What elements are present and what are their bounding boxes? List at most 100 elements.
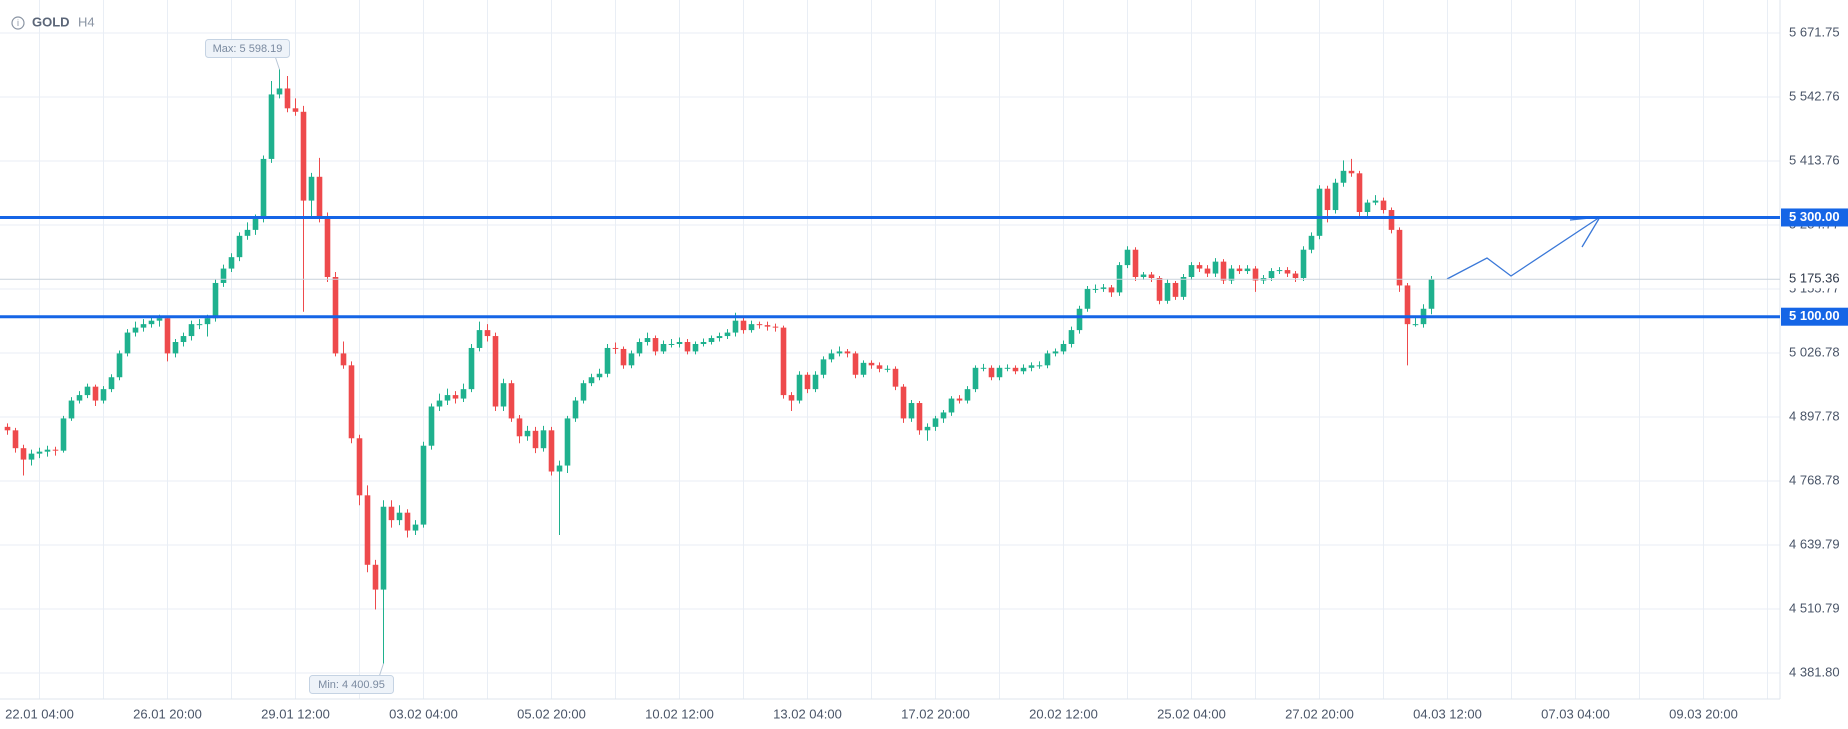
candle-body (1132, 249, 1139, 278)
candle-body (932, 418, 939, 427)
candle-body (860, 362, 867, 375)
candle-body (476, 330, 483, 348)
x-tick-label: 07.03 04:00 (1541, 706, 1610, 721)
candle-body (636, 342, 643, 354)
last-price-box (1781, 270, 1848, 289)
candle-body (484, 330, 491, 337)
candles (4, 69, 1435, 664)
candle-body (1084, 288, 1091, 309)
candle-body (700, 342, 707, 344)
candle-body (156, 318, 163, 321)
candle-body (172, 342, 179, 354)
candle-body (644, 338, 651, 343)
candle-body (844, 351, 851, 354)
candle-body (1380, 200, 1387, 211)
candle-body (116, 353, 123, 378)
candle-body (1148, 274, 1155, 279)
candle-body (1036, 365, 1043, 367)
candle-body (652, 338, 659, 352)
symbol: GOLD (32, 14, 70, 29)
candle-body (188, 324, 195, 337)
candle-body (1196, 265, 1203, 269)
y-tick-label: 4 897.78 (1789, 408, 1840, 423)
candle-body (260, 158, 267, 218)
candle-body (1396, 229, 1403, 286)
candle-body (900, 386, 907, 419)
candle-body (292, 108, 299, 112)
candle-body (1220, 261, 1227, 281)
candle-body (660, 343, 667, 352)
candle-body (236, 235, 243, 258)
candle-body (1348, 170, 1355, 174)
overlays: 4 381.80 4 510.79 4 639.79 4 768.78 4 897.78… (0, 24, 1848, 695)
last-price-label: 5 175.36 (1789, 271, 1840, 286)
candle-body (1028, 365, 1035, 368)
candle-body (988, 367, 995, 378)
candle-body (764, 325, 771, 327)
candle-body (604, 347, 611, 374)
annotation-box (309, 675, 394, 695)
y-tick-label: 5 542.76 (1789, 88, 1840, 103)
candle-body (556, 465, 563, 472)
candle-body (1076, 308, 1083, 331)
candle-body (1156, 278, 1163, 301)
candle-body (348, 365, 355, 439)
candle-body (1364, 202, 1371, 213)
candle-body (124, 332, 131, 354)
x-tick-label: 17.02 20:00 (901, 706, 970, 721)
x-tick-label: 09.03 20:00 (1669, 706, 1738, 721)
candle-body (1020, 367, 1027, 372)
candle-body (412, 524, 419, 531)
candle-body (1188, 265, 1195, 278)
candle-body (452, 395, 459, 399)
y-tick-label: 4 510.79 (1789, 600, 1840, 615)
info-icon[interactable] (11, 16, 25, 30)
candle-body (804, 374, 811, 390)
candle-body (1268, 271, 1275, 279)
candle-body (836, 351, 843, 354)
candle-body (532, 430, 539, 449)
candle-body (52, 449, 59, 451)
level-label: 5 100.00 (1789, 308, 1840, 323)
candle-body (812, 374, 819, 390)
candle-body (1428, 279, 1435, 309)
candle-body (444, 395, 451, 401)
candle-body (508, 383, 515, 419)
y-tick-label: 4 639.79 (1789, 536, 1840, 551)
candle-body (460, 389, 467, 399)
candle-body (500, 383, 507, 407)
candle-body (1292, 273, 1299, 279)
candle-body (924, 426, 931, 431)
candle-body (204, 318, 211, 325)
y-tick-label: 4 768.78 (1789, 472, 1840, 487)
candle-body (1356, 173, 1363, 213)
candle-body (252, 217, 259, 230)
candle-body (4, 426, 11, 431)
candle-body (84, 386, 91, 396)
candle-body (980, 367, 987, 369)
timeframe: H4 (78, 14, 95, 29)
candle-body (324, 217, 331, 278)
candle-body (220, 268, 227, 283)
candle-body (1332, 182, 1339, 211)
candle-body (828, 353, 835, 360)
candle-body (1316, 188, 1323, 236)
candle-body (108, 377, 115, 390)
candle-body (1340, 170, 1347, 183)
candle-body (708, 338, 715, 343)
candle-body (772, 326, 779, 328)
x-tick-label: 25.02 04:00 (1157, 706, 1226, 721)
grid: 22.01 04:00 26.01 20:00 29.01 12:00 03.02 0… (0, 0, 1780, 721)
candle-body (676, 342, 683, 344)
candle-body (1236, 268, 1243, 272)
y-tick-label: 5 026.78 (1789, 344, 1840, 359)
x-tick-label: 05.02 20:00 (517, 706, 586, 721)
annotation-label: Max: 5 598.19 (213, 43, 283, 55)
candle-body (1044, 353, 1051, 366)
candle-body (1052, 351, 1059, 354)
candle-body (940, 412, 947, 419)
x-tick-label: 22.01 04:00 (5, 706, 74, 721)
candle-body (1164, 282, 1171, 301)
